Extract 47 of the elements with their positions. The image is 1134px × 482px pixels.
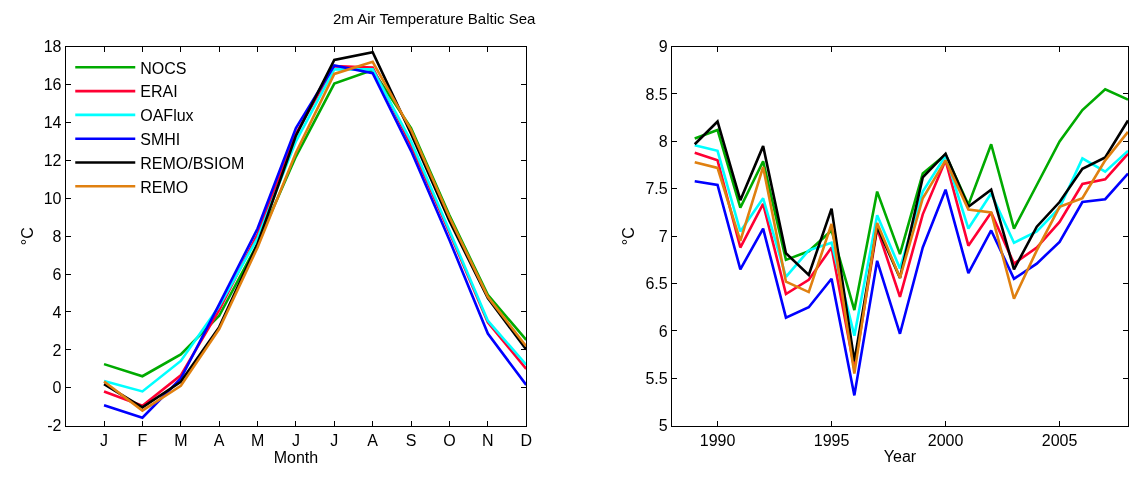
- legend-label: ERAI: [140, 83, 178, 101]
- legend-label: REMO/BSIOM: [140, 154, 245, 172]
- legend-label: SMHI: [140, 130, 181, 148]
- y-tick-label: 16: [43, 76, 62, 94]
- y-tick-label: 9: [658, 38, 668, 56]
- y-tick-label: 7: [658, 227, 668, 245]
- x-tick-label: J: [330, 431, 339, 449]
- y-axis-title: °C: [620, 227, 638, 246]
- y-tick-label: 6.5: [645, 275, 668, 293]
- x-tick-label: 2000: [927, 431, 964, 449]
- y-tick-label: 14: [43, 114, 62, 132]
- x-tick-label: O: [443, 431, 456, 449]
- x-tick-label: M: [250, 431, 265, 449]
- y-tick-label: 8: [658, 132, 668, 150]
- x-tick-label: 1990: [699, 431, 736, 449]
- x-tick-label: S: [405, 431, 417, 449]
- x-axis-title: Month: [273, 448, 319, 466]
- y-tick-label: 10: [43, 189, 62, 207]
- y-tick-label: 5: [658, 417, 668, 435]
- y-tick-label: 7.5: [645, 180, 668, 198]
- x-tick-label: A: [367, 431, 379, 449]
- y-tick-label: 8.5: [645, 85, 668, 103]
- y-tick-label: 0: [52, 379, 62, 397]
- x-tick-label: D: [520, 431, 532, 449]
- y-tick-label: 12: [43, 151, 62, 169]
- x-axis-title: Year: [883, 447, 917, 465]
- y-tick-label: 4: [52, 303, 62, 321]
- x-tick-label: F: [137, 431, 148, 449]
- x-tick-label: J: [291, 431, 300, 449]
- legend-label: NOCS: [140, 59, 187, 77]
- legend-label: REMO: [140, 178, 189, 196]
- y-tick-label: -2: [47, 417, 62, 435]
- x-tick-label: N: [482, 431, 494, 449]
- x-tick-label: A: [213, 431, 225, 449]
- x-tick-label: J: [100, 431, 109, 449]
- y-tick-label: 18: [43, 38, 62, 56]
- x-tick-label: 1995: [813, 431, 850, 449]
- x-tick-label: 2005: [1041, 431, 1078, 449]
- y-tick-label: 6: [658, 322, 668, 340]
- y-tick-label: 8: [52, 227, 62, 245]
- legend-label: OAFlux: [140, 107, 194, 125]
- y-tick-label: 5.5: [645, 369, 668, 387]
- y-tick-label: 6: [52, 265, 62, 283]
- y-axis-title: °C: [18, 227, 36, 246]
- x-tick-label: M: [174, 431, 188, 449]
- chart-title: 2m Air Temperature Baltic Sea: [333, 10, 536, 27]
- y-tick-label: 2: [52, 341, 62, 359]
